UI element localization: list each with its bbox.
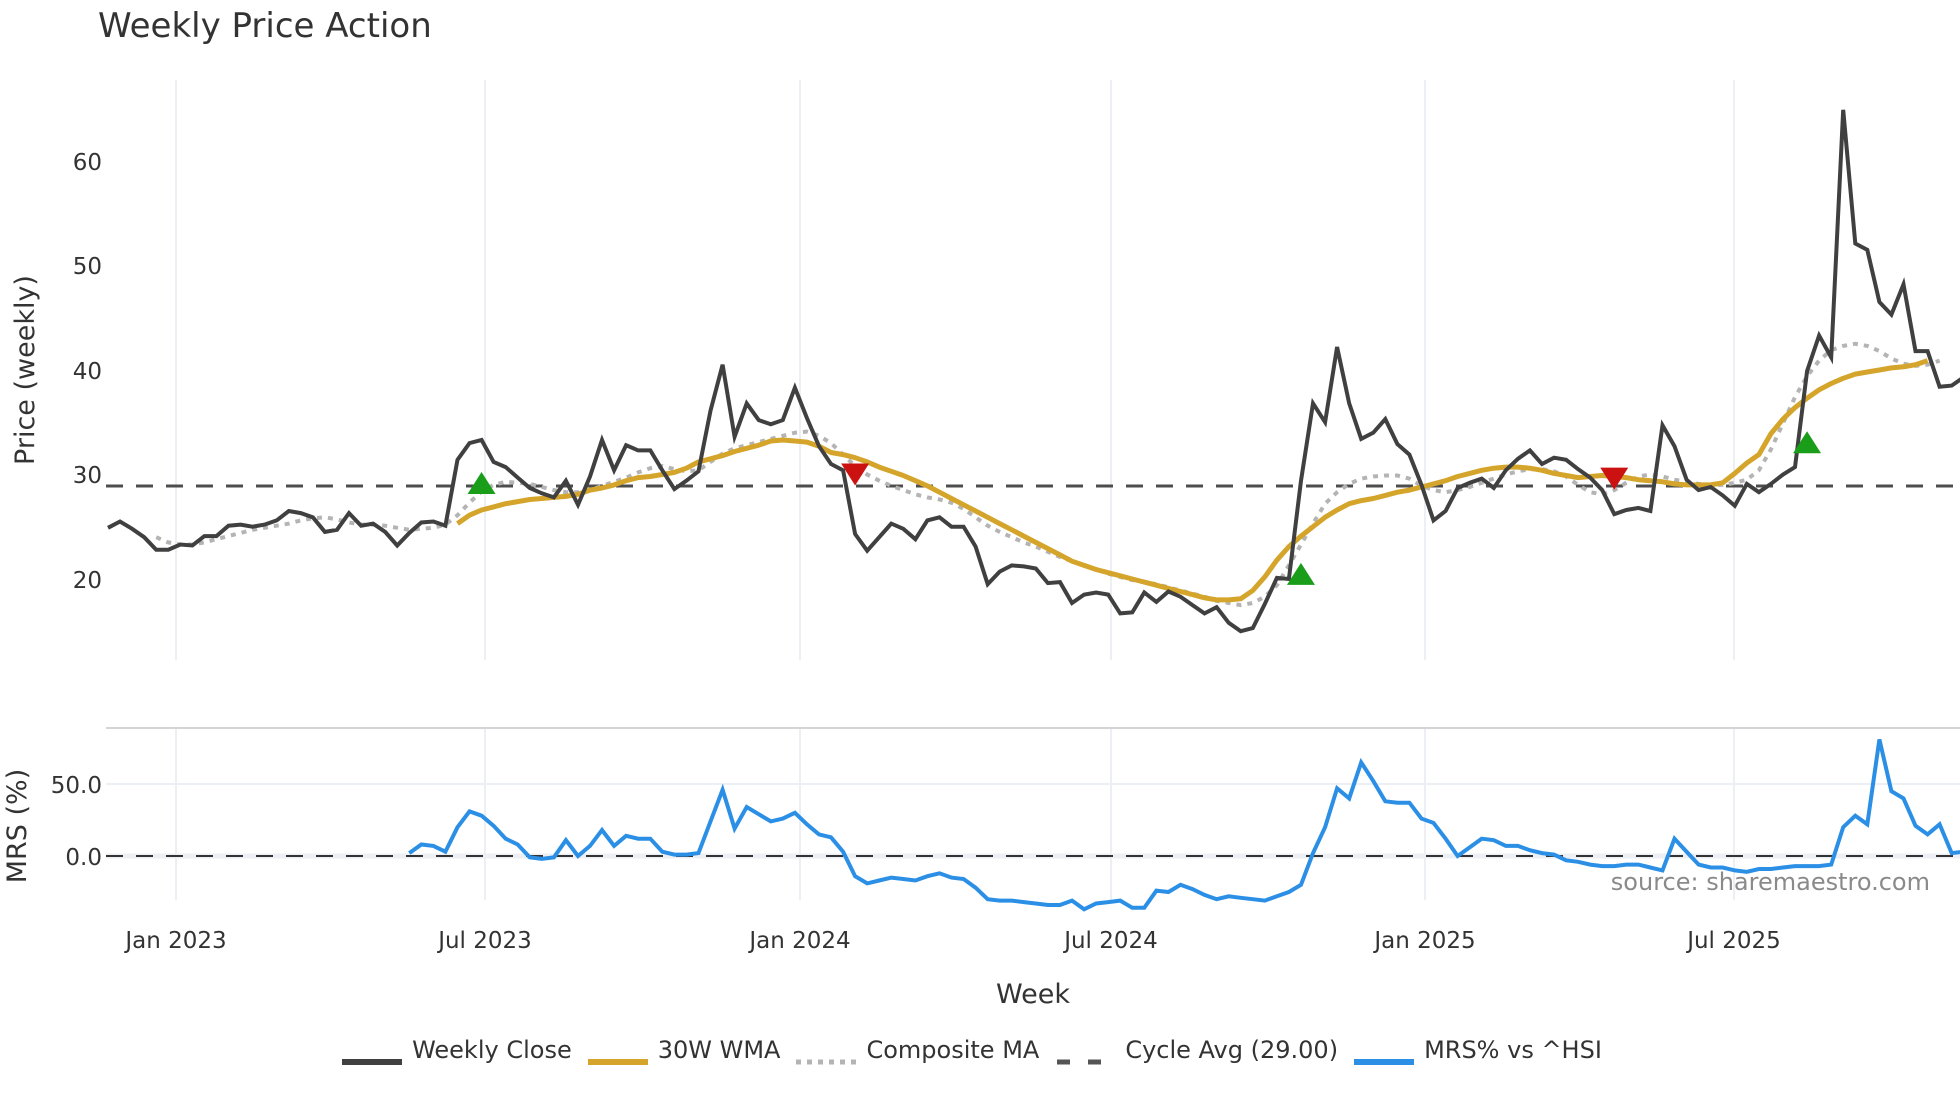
buy-signal-triangle-icon <box>1793 431 1822 454</box>
legend-label: MRS% vs ^HSI <box>1424 1036 1602 1064</box>
price-tick-20: 20 <box>73 568 102 594</box>
legend-item-30w-wma[interactable]: 30W WMA <box>587 1036 781 1065</box>
x-axis-ticks: Jan 2023 Jul 2023 Jan 2024 Jul 2024 Jan … <box>123 928 1780 954</box>
legend-item-weekly-close[interactable]: Weekly Close <box>342 1036 572 1065</box>
x-tick-jan-2023: Jan 2023 <box>123 928 226 954</box>
price-y-ticks: 60 50 40 30 20 <box>73 150 102 594</box>
weekly-close-line <box>107 109 1960 634</box>
x-tick-jul-2025: Jul 2025 <box>1685 928 1781 954</box>
x-axis-title: Week <box>996 979 1070 1010</box>
composite-ma-line <box>155 341 1941 608</box>
buy-signal-triangle-icon <box>1286 562 1315 585</box>
price-tick-50: 50 <box>73 254 102 280</box>
mrs-tick-50: 50.0 <box>51 773 102 799</box>
legend: Weekly Close 30W WMA Composite MA Cycle … <box>0 1036 1960 1065</box>
solid-line-icon <box>342 1045 403 1065</box>
x-tick-jan-2024: Jan 2024 <box>747 928 850 954</box>
x-tick-jan-2025: Jan 2025 <box>1372 928 1475 954</box>
mrs-line <box>408 738 1960 912</box>
legend-label: 30W WMA <box>657 1036 781 1064</box>
legend-label: Cycle Avg (29.00) <box>1125 1036 1339 1064</box>
mrs-axis-title: MRS (%) <box>2 769 33 884</box>
solid-line-icon <box>587 1045 648 1065</box>
x-tick-jul-2024: Jul 2024 <box>1062 928 1158 954</box>
price-tick-40: 40 <box>73 359 102 385</box>
price-axis-title: Price (weekly) <box>10 275 41 465</box>
signal-markers <box>467 431 1822 585</box>
price-tick-60: 60 <box>73 150 102 176</box>
legend-item-cycle-avg[interactable]: Cycle Avg (29.00) <box>1055 1036 1339 1065</box>
source-watermark: source: sharemaestro.com <box>1611 868 1930 896</box>
legend-item-mrs[interactable]: MRS% vs ^HSI <box>1354 1036 1602 1065</box>
mrs-tick-0: 0.0 <box>65 845 102 871</box>
wma-30w-line <box>456 358 1929 603</box>
chart-title: Weekly Price Action <box>98 6 432 46</box>
price-tick-30: 30 <box>73 463 102 489</box>
mrs-y-ticks: 50.0 0.0 <box>51 773 102 871</box>
legend-label: Composite MA <box>866 1036 1040 1064</box>
x-tick-jul-2023: Jul 2023 <box>436 928 532 954</box>
legend-label: Weekly Close <box>412 1036 572 1064</box>
sell-signal-triangle-icon <box>841 463 870 486</box>
solid-line-icon <box>1354 1045 1415 1065</box>
legend-item-composite-ma[interactable]: Composite MA <box>796 1036 1040 1065</box>
sell-signal-triangle-icon <box>1600 467 1629 490</box>
buy-signal-triangle-icon <box>467 471 496 494</box>
grid-lines <box>106 80 1960 900</box>
dashed-line-icon <box>1055 1045 1116 1065</box>
dotted-line-icon <box>796 1045 857 1065</box>
